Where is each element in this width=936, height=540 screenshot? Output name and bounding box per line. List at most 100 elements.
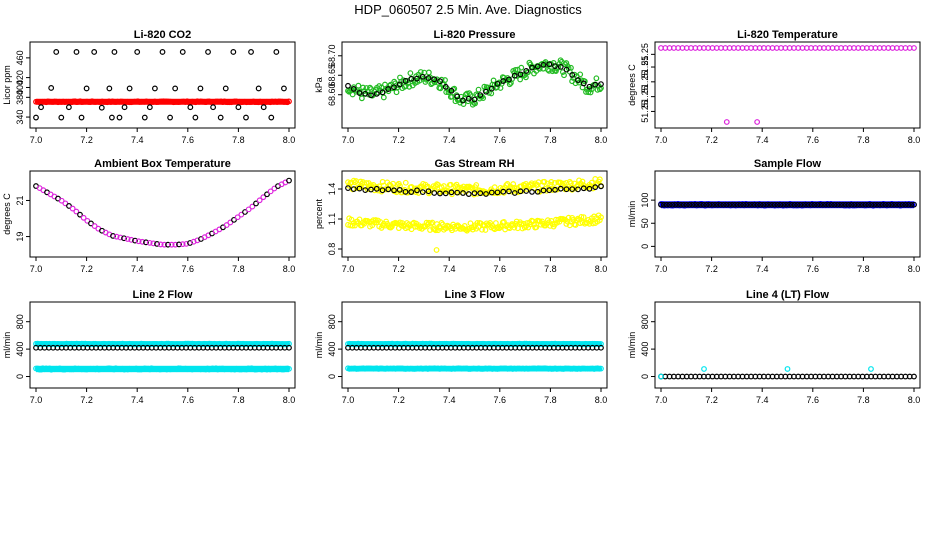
data-point <box>146 104 153 111</box>
data-point <box>256 197 263 204</box>
data-point <box>766 201 772 208</box>
x-tick-label: 8.0 <box>595 135 608 145</box>
data-point <box>83 85 90 92</box>
data-point <box>172 241 179 248</box>
x-tick-label: 7.8 <box>857 395 870 405</box>
data-point <box>419 73 426 80</box>
data-point <box>385 86 392 92</box>
series-low-raw <box>33 365 292 373</box>
x-tick-label: 7.0 <box>342 264 355 274</box>
data-point <box>139 238 146 245</box>
data-point <box>471 190 478 197</box>
data-point <box>504 180 511 187</box>
data-point <box>433 247 440 253</box>
data-point <box>406 83 413 90</box>
data-point <box>658 201 664 208</box>
data-point <box>879 201 886 208</box>
data-point <box>859 201 866 208</box>
data-point <box>462 226 469 233</box>
data-point <box>356 90 363 96</box>
y-axis-label: Licor ppm <box>2 65 12 105</box>
data-point <box>675 201 681 208</box>
x-tick-label: 7.6 <box>182 395 195 405</box>
data-point <box>480 95 487 101</box>
y-axis-label: ml/min <box>2 332 12 359</box>
x-tick-label: 7.6 <box>182 135 195 145</box>
data-point <box>483 88 489 95</box>
data-point <box>491 184 498 191</box>
data-point <box>402 78 409 84</box>
data-point <box>552 63 558 70</box>
data-point <box>360 84 366 91</box>
plot-frame <box>341 170 608 258</box>
data-point <box>159 49 166 55</box>
data-point <box>396 81 403 88</box>
data-point <box>345 82 351 89</box>
data-point <box>483 191 489 197</box>
x-tick-label: 7.6 <box>807 395 820 405</box>
data-point <box>509 76 515 83</box>
series-avg <box>345 183 604 197</box>
x-tick-label: 7.4 <box>443 395 456 405</box>
data-point <box>885 201 892 208</box>
x-tick-label: 7.8 <box>544 135 557 145</box>
y-axis-label: percent <box>314 198 324 229</box>
data-point <box>368 186 374 193</box>
chart-panel-line2: Line 2 Flow 7.0 7.2 7.4 7.6 7.8 8.0 0 400 800ml/m… <box>2 289 296 405</box>
data-point <box>431 76 438 83</box>
data-point <box>908 201 915 208</box>
data-point <box>286 344 292 351</box>
data-point <box>501 218 507 225</box>
series-avg <box>658 373 917 380</box>
y-tick-label: 380 <box>15 90 25 105</box>
x-tick-label: 7.8 <box>544 264 557 274</box>
x-tick-label: 7.8 <box>544 395 557 405</box>
x-tick-label: 7.0 <box>342 135 355 145</box>
data-point <box>686 201 693 208</box>
data-point <box>62 200 69 207</box>
x-tick-label: 7.4 <box>443 135 456 145</box>
data-point <box>857 201 863 208</box>
data-point <box>784 366 791 372</box>
data-point <box>697 201 704 208</box>
data-point <box>534 188 541 195</box>
data-point <box>586 86 593 92</box>
data-point <box>362 90 369 97</box>
data-point <box>345 185 351 191</box>
data-point <box>477 190 484 197</box>
data-point <box>780 201 787 208</box>
data-point <box>113 233 120 240</box>
x-tick-label: 7.2 <box>705 135 718 145</box>
data-point <box>529 64 535 71</box>
data-point <box>157 241 164 248</box>
data-point <box>521 224 528 231</box>
data-point <box>69 205 76 212</box>
chart-panel-rh: Gas Stream RH 7.0 7.2 7.4 7.6 7.8 8.0 0.8 1.1 1.4… <box>314 158 608 274</box>
data-point <box>445 89 452 96</box>
data-point <box>128 236 135 243</box>
y-tick-label: 420 <box>15 70 25 85</box>
data-point <box>465 191 472 197</box>
data-point <box>253 200 259 207</box>
data-point <box>512 66 519 73</box>
series-raw <box>345 57 604 108</box>
data-point <box>896 201 903 208</box>
data-point <box>882 201 889 208</box>
x-tick-label: 7.4 <box>131 135 144 145</box>
x-tick-label: 7.2 <box>705 264 718 274</box>
y-tick-label: 400 <box>327 342 337 357</box>
data-point <box>797 201 804 208</box>
x-tick-label: 7.6 <box>494 135 507 145</box>
x-tick-label: 8.0 <box>908 264 921 274</box>
y-tick-label: 1.4 <box>327 183 337 196</box>
data-point <box>598 365 604 372</box>
x-tick-label: 7.2 <box>80 135 93 145</box>
data-point <box>217 114 224 121</box>
data-point <box>555 64 562 70</box>
data-point <box>703 201 710 208</box>
data-point <box>548 179 555 185</box>
data-point <box>414 187 420 194</box>
data-point <box>53 49 60 55</box>
x-tick-label: 7.6 <box>494 264 507 274</box>
